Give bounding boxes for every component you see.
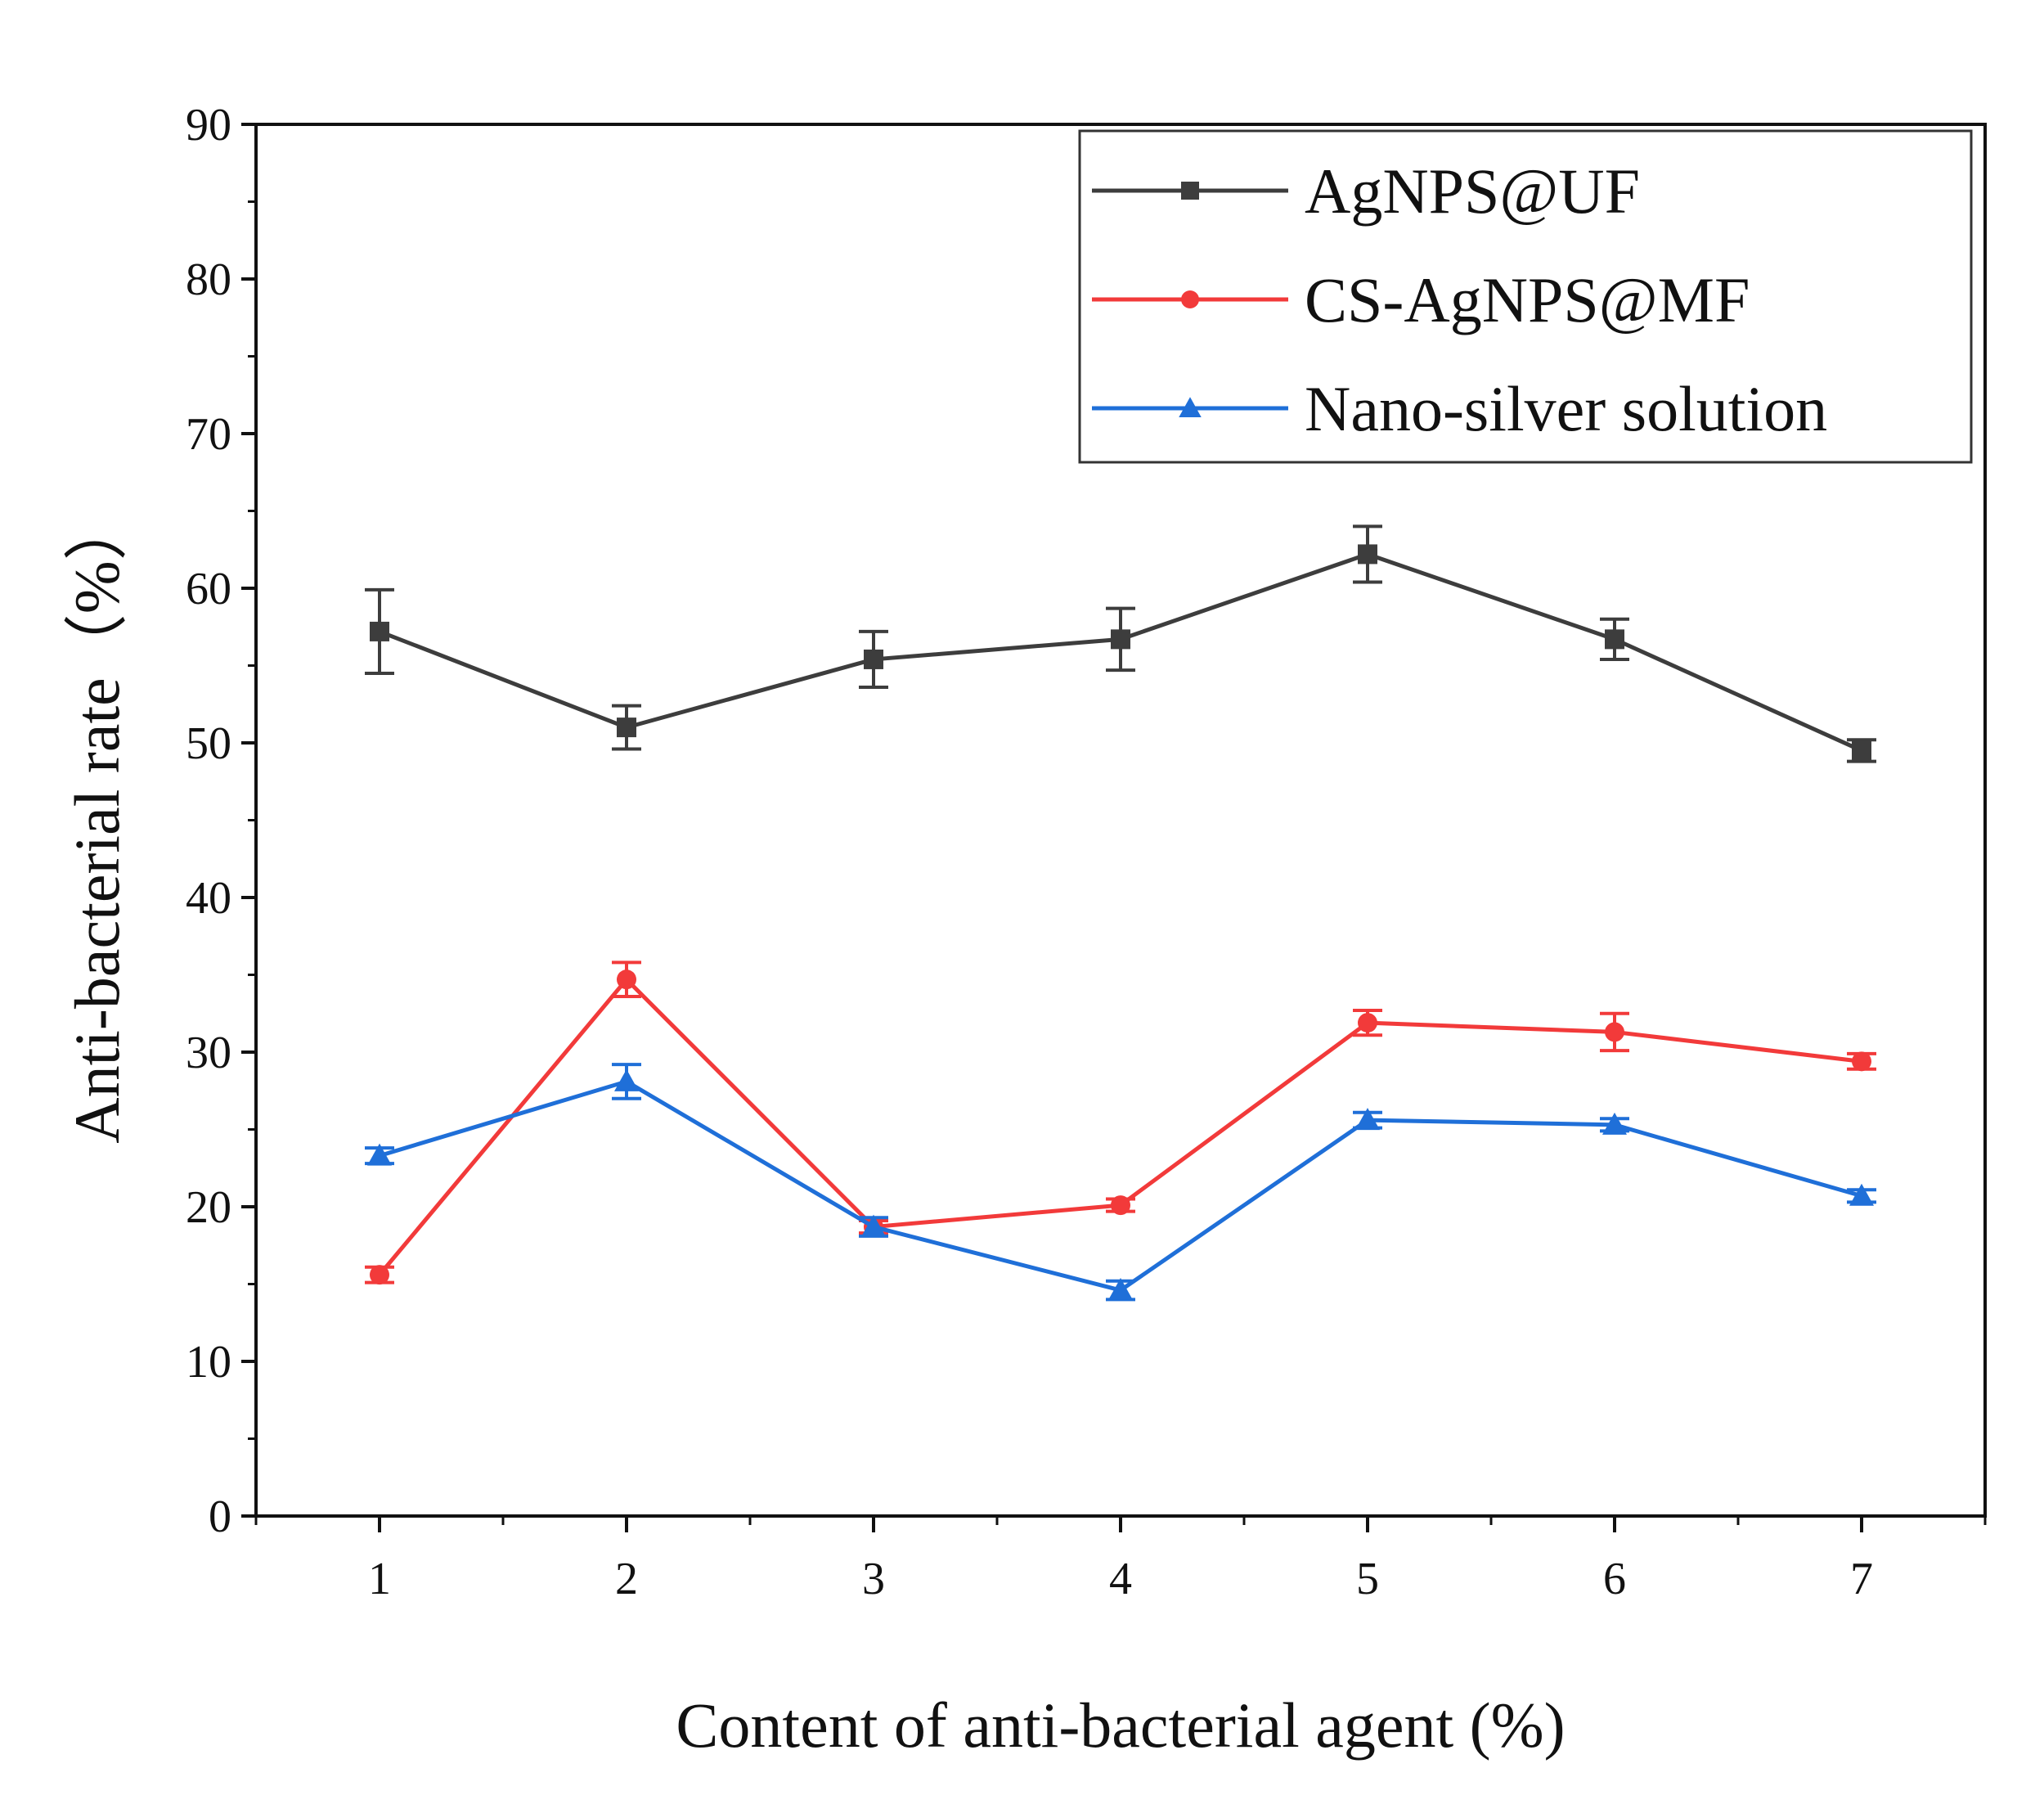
data-point xyxy=(1111,629,1130,650)
y-tick-label-60: 60 xyxy=(186,564,231,614)
legend-swatch-marker-2 xyxy=(1181,290,1199,308)
y-tick-label-70: 70 xyxy=(186,409,231,460)
data-point xyxy=(1605,1022,1624,1042)
data-point xyxy=(617,969,636,990)
y-tick-label-10: 10 xyxy=(186,1337,231,1388)
data-point xyxy=(1111,1195,1130,1216)
data-point xyxy=(370,1265,389,1285)
data-point xyxy=(614,1068,639,1091)
y-axis-title: Anti-bacterial rate（%） xyxy=(61,497,133,1143)
x-tick-label-2: 2 xyxy=(615,1554,638,1604)
y-tick-label-80: 80 xyxy=(186,254,231,305)
legend-swatch-marker-1 xyxy=(1181,182,1199,200)
data-point xyxy=(370,621,389,641)
data-point xyxy=(864,649,883,669)
data-point xyxy=(1852,740,1871,761)
x-tick-label-6: 6 xyxy=(1603,1554,1626,1604)
y-axis-ticks: 0 10 20 30 40 50 60 70 80 90 xyxy=(186,100,256,1542)
data-point xyxy=(1108,1278,1133,1301)
legend-entry-3: Nano-silver solution xyxy=(1092,373,1827,444)
x-axis-ticks: 1 2 3 4 5 6 7 xyxy=(254,1516,1987,1604)
legend-marker-shape xyxy=(1179,397,1202,417)
data-point xyxy=(1358,544,1377,565)
data-point xyxy=(617,718,636,738)
legend-entry-1: AgNPS@UF xyxy=(1092,155,1640,227)
legend-label-2: CS-AgNPS@MF xyxy=(1305,264,1750,335)
data-point xyxy=(367,1143,392,1166)
legend-label-3: Nano-silver solution xyxy=(1305,373,1827,444)
data-point xyxy=(1605,629,1624,650)
legend-entry-2: CS-AgNPS@MF xyxy=(1092,264,1750,335)
legend: AgNPS@UF CS-AgNPS@MF Nano-silver solutio… xyxy=(1078,129,1973,464)
y-tick-label-50: 50 xyxy=(186,718,231,769)
data-point xyxy=(1358,1013,1377,1033)
y-tick-label-20: 20 xyxy=(186,1182,231,1233)
data-point xyxy=(1355,1108,1380,1131)
legend-swatch-marker-3 xyxy=(1179,397,1202,417)
x-tick-label-1: 1 xyxy=(368,1554,391,1604)
y-tick-label-30: 30 xyxy=(186,1028,231,1078)
x-tick-label-7: 7 xyxy=(1850,1554,1873,1604)
x-axis-title: Content of anti-bacterial agent (%) xyxy=(676,1689,1565,1761)
x-tick-label-5: 5 xyxy=(1356,1554,1379,1604)
series-3 xyxy=(365,1063,1876,1302)
y-tick-label-40: 40 xyxy=(186,873,231,924)
y-tick-label-90: 90 xyxy=(186,100,231,151)
legend-marker-shape xyxy=(1181,182,1199,200)
x-tick-label-4: 4 xyxy=(1109,1554,1132,1604)
data-point xyxy=(1852,1051,1871,1072)
series-layer xyxy=(365,524,1876,1302)
data-point xyxy=(1849,1183,1874,1206)
series-1 xyxy=(365,524,1876,763)
x-tick-label-3: 3 xyxy=(862,1554,885,1604)
y-tick-label-0: 0 xyxy=(209,1491,231,1542)
data-point xyxy=(1602,1112,1627,1135)
legend-marker-shape xyxy=(1181,290,1199,308)
legend-label-1: AgNPS@UF xyxy=(1305,155,1640,227)
data-point xyxy=(861,1214,886,1237)
